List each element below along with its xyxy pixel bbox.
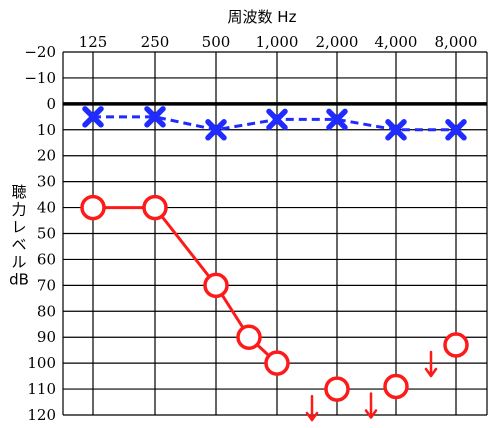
y-tick-label: 80 (37, 302, 56, 320)
y-axis-label-part: ベ (11, 236, 26, 254)
data-point-o (443, 332, 469, 358)
series-layer (80, 106, 469, 422)
y-axis-label-part: ル (11, 253, 26, 271)
y-tick-label: 100 (27, 354, 56, 372)
y-tick-label: 50 (37, 225, 56, 243)
x-tick-labels: 125 250 500 1,000 2,000 4,000 8,000 (79, 33, 478, 51)
y-tick-label: 70 (37, 276, 56, 294)
data-point-o (203, 272, 229, 299)
y-tick-label: 120 (27, 406, 56, 424)
x-tick-label: 2,000 (316, 33, 359, 51)
no-response-arrow (305, 394, 319, 422)
data-point-o (264, 350, 290, 376)
y-axis-label-part: dB (9, 271, 29, 289)
y-tick-label: 60 (37, 250, 56, 268)
y-axis-label-part: 聴 (11, 183, 26, 201)
no-response-arrow (364, 392, 378, 419)
x-tick-label: 1,000 (256, 33, 299, 51)
y-tick-labels: −20 −10 0 10 20 30 40 50 60 70 80 90 100 110 120 (24, 43, 56, 424)
y-axis-label-part: 力 (11, 201, 26, 219)
data-point-x (205, 119, 227, 141)
x-tick-label: 125 (79, 33, 108, 51)
data-point-x (326, 108, 348, 131)
x-tick-label: 8,000 (435, 33, 478, 51)
data-point-x (445, 119, 467, 141)
y-tick-label: 90 (37, 328, 56, 346)
data-point-o (236, 324, 262, 350)
data-point-o (80, 194, 106, 221)
data-point-x (82, 106, 104, 128)
y-tick-label: 20 (37, 147, 56, 165)
no-response-arrow (424, 350, 438, 378)
y-tick-label: 110 (27, 380, 56, 398)
data-point-x (266, 108, 288, 131)
y-tick-label: 30 (37, 173, 56, 191)
x-tick-label: 250 (141, 33, 170, 51)
y-tick-label: 0 (46, 95, 56, 113)
data-point-o (324, 376, 350, 402)
data-point-x (144, 106, 166, 128)
y-tick-label: −10 (24, 69, 56, 87)
x-tick-label: 4,000 (375, 33, 418, 51)
y-tick-label: 10 (37, 121, 56, 139)
y-axis-label-part: レ (11, 218, 26, 236)
data-point-x (385, 119, 407, 141)
chart-title: 周波数 Hz (228, 8, 297, 26)
data-point-o (383, 373, 409, 400)
y-tick-label: 40 (37, 199, 56, 217)
y-tick-label: −20 (24, 43, 56, 61)
x-tick-label: 500 (202, 33, 231, 51)
data-point-o (142, 194, 168, 221)
